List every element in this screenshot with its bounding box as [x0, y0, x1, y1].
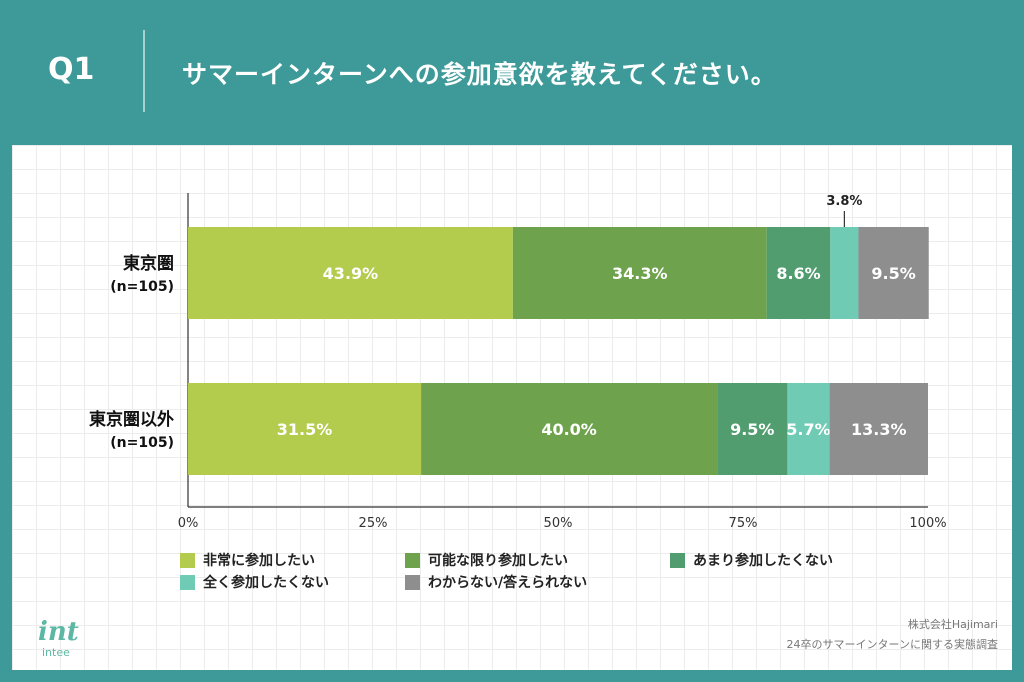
- company-name: 株式会社Hajimari: [907, 618, 998, 631]
- x-tick-label: 75%: [729, 516, 758, 531]
- category-label: 東京圏: [123, 253, 174, 274]
- data-label: 9.5%: [871, 264, 915, 283]
- bar-segment: [829, 383, 928, 475]
- data-label: 5.7%: [786, 420, 830, 439]
- legend-label: 可能な限り参加したい: [428, 553, 568, 569]
- data-label: 3.8%: [826, 194, 862, 209]
- x-tick-label: 50%: [544, 516, 573, 531]
- legend-swatch: [670, 552, 685, 568]
- bar-segment: [512, 227, 767, 319]
- bar-segment: [421, 383, 718, 475]
- bar-segment: [717, 383, 788, 475]
- bar-segment: [188, 383, 422, 475]
- logo-mark: int: [38, 617, 79, 647]
- legend-label: 全く参加したくない: [203, 575, 329, 591]
- data-label: 13.3%: [851, 420, 907, 439]
- category-n-label: (n=105): [110, 435, 174, 451]
- question-title: サマーインターンへの参加意欲を教えてください。: [182, 60, 777, 89]
- legend-item-want-if-possible: 可能な限り参加したい: [405, 550, 568, 570]
- header-divider: [143, 30, 145, 112]
- bar-segment: [787, 383, 830, 475]
- header: Q1 サマーインターンへの参加意欲を教えてください。: [0, 0, 1024, 145]
- legend-label: あまり参加したくない: [693, 553, 833, 569]
- category-n-label: (n=105): [110, 279, 174, 295]
- legend-swatch: [405, 552, 420, 568]
- stacked-bar-chart: 0% 25% 50% 75% 100% 東京圏 (n=105) 43.9% 34.3% 8.6% 3…: [89, 193, 947, 531]
- legend-swatch: [405, 574, 420, 590]
- legend-label: わからない/答えられない: [428, 575, 588, 591]
- data-label: 9.5%: [730, 420, 774, 439]
- data-label: 34.3%: [612, 264, 668, 283]
- survey-name: 24卒のサマーインターンに関する実態調査: [786, 638, 998, 651]
- x-tick-label: 0%: [178, 516, 199, 531]
- legend-item-very-want: 非常に参加したい: [180, 550, 315, 570]
- data-label: 40.0%: [541, 420, 597, 439]
- legend-item-dont-know: わからない/答えられない: [405, 572, 587, 592]
- x-tick-label: 25%: [359, 516, 388, 531]
- bar-segment: [858, 227, 929, 319]
- bar-segment: [188, 227, 513, 319]
- logo-text: intee: [42, 646, 70, 659]
- data-label: 8.6%: [776, 264, 820, 283]
- data-label: 31.5%: [277, 420, 333, 439]
- bar-segment: [830, 227, 859, 319]
- bar-segment: [766, 227, 831, 319]
- category-label: 東京圏以外: [89, 409, 174, 430]
- credit: 株式会社Hajimari 24卒のサマーインターンに関する実態調査: [787, 615, 998, 655]
- x-tick-label: 100%: [909, 516, 946, 531]
- intee-logo: int intee: [38, 618, 79, 659]
- legend-item-not-really: あまり参加したくない: [670, 550, 833, 570]
- legend: 非常に参加したい 可能な限り参加したい あまり参加したくない 全く参加したくない…: [180, 550, 940, 600]
- legend-swatch: [180, 552, 195, 568]
- chart-panel: 0% 25% 50% 75% 100% 東京圏 (n=105) 43.9% 34.3% 8.6% 3…: [12, 145, 1012, 670]
- legend-swatch: [180, 574, 195, 590]
- legend-item-not-at-all: 全く参加したくない: [180, 572, 329, 592]
- question-number: Q1: [48, 52, 95, 87]
- legend-label: 非常に参加したい: [203, 553, 315, 569]
- data-label: 43.9%: [323, 264, 379, 283]
